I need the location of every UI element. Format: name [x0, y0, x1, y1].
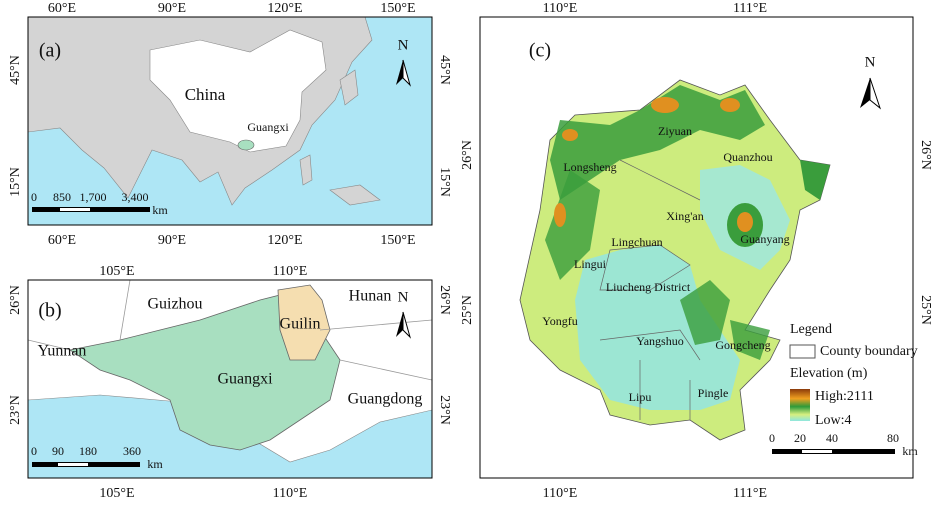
tick-label: 45°N — [437, 55, 452, 85]
tick-label: 23°N — [437, 395, 452, 425]
tick-label: 60°E — [48, 1, 76, 16]
legend-entry: High:2111 — [815, 389, 874, 404]
tick-label: 90°E — [158, 233, 186, 248]
county-label: Pingle — [698, 386, 729, 400]
tick-label: 26°N — [8, 285, 23, 315]
panel-label: (c) — [529, 40, 551, 62]
scale-label: 3,400 — [122, 190, 149, 204]
legend-title: Elevation (m) — [790, 366, 868, 381]
tick-label: 15°N — [8, 167, 23, 197]
tick-label: 26°N — [437, 285, 452, 315]
tick-label: 15°N — [437, 167, 452, 197]
place-label: Guilin — [280, 316, 321, 333]
elevation-map — [519, 79, 831, 441]
legend-title: Legend — [790, 322, 832, 337]
county-label: Lingchuan — [611, 235, 662, 249]
place-label: Guangxi — [217, 371, 273, 388]
legend-entry: Low:4 — [815, 413, 852, 428]
county-label: Gongcheng — [715, 338, 770, 352]
scale-label: 80 — [887, 431, 899, 445]
place-label: Guangdong — [348, 391, 423, 408]
tick-label: 90°E — [158, 1, 186, 16]
tick-label: 111°E — [733, 486, 767, 501]
county-label: Quanzhou — [723, 150, 772, 164]
county-label: Yongfu — [542, 314, 577, 328]
panel-b-frame — [27, 279, 433, 479]
place-label: Guizhou — [147, 296, 202, 313]
scale-label: 0 — [31, 190, 37, 204]
tick-label: 60°E — [48, 233, 76, 248]
scale-label: 0 — [31, 444, 37, 458]
county-label: Liucheng District — [606, 280, 691, 294]
tick-label: 105°E — [99, 264, 134, 279]
tick-label: 120°E — [267, 1, 302, 16]
tick-label: 111°E — [733, 1, 767, 16]
scale-label: 850 — [53, 190, 71, 204]
tick-label: 23°N — [8, 395, 23, 425]
panel-a-frame — [27, 16, 433, 226]
county-label: Xing'an — [666, 209, 704, 223]
north-label: N — [398, 37, 409, 53]
county-label: Lingui — [574, 257, 607, 271]
elevation-swatch — [790, 389, 810, 421]
place-label: China — [185, 85, 226, 104]
panel-b-map — [28, 280, 432, 478]
county-label: Lipu — [629, 390, 652, 404]
place-label: Hunan — [349, 288, 392, 305]
panel-label: (b) — [38, 300, 61, 322]
tick-label: 150°E — [380, 1, 415, 16]
scale-unit: km — [152, 203, 168, 217]
tick-label: 110°E — [273, 486, 308, 501]
county-label: Yangshuo — [636, 334, 683, 348]
tick-label: 110°E — [273, 264, 308, 279]
tick-label: 26°N — [460, 140, 475, 170]
north-label: N — [865, 54, 876, 70]
legend-entry: County boundary — [820, 344, 918, 359]
scale-label: 0 — [769, 431, 775, 445]
tick-label: 110°E — [543, 1, 578, 16]
tick-label: 26°N — [918, 140, 933, 170]
tick-label: 25°N — [460, 295, 475, 325]
place-label: Guangxi — [247, 120, 289, 134]
scale-label: 40 — [826, 431, 838, 445]
county-label: Longsheng — [563, 160, 616, 174]
north-label: N — [398, 289, 409, 305]
tick-label: 110°E — [543, 486, 578, 501]
boundary-swatch — [789, 344, 816, 359]
panel-label: (a) — [39, 40, 61, 62]
scale-label: 1,700 — [80, 190, 107, 204]
tick-label: 45°N — [8, 55, 23, 85]
scale-unit: km — [147, 457, 163, 471]
panel-a-map — [28, 17, 432, 225]
scale-unit: km — [902, 444, 918, 458]
tick-label: 120°E — [267, 233, 302, 248]
tick-label: 105°E — [99, 486, 134, 501]
scale-label: 20 — [794, 431, 806, 445]
scale-bars — [32, 207, 895, 467]
county-label: Guanyang — [740, 232, 789, 246]
scale-label: 90 — [52, 444, 64, 458]
tick-label: 150°E — [380, 233, 415, 248]
north-arrows — [396, 59, 882, 339]
scale-label: 180 — [79, 444, 97, 458]
scale-label: 360 — [123, 444, 141, 458]
tick-label: 25°N — [918, 295, 933, 325]
county-label: Ziyuan — [658, 124, 692, 138]
place-label: Yunnan — [38, 343, 87, 360]
